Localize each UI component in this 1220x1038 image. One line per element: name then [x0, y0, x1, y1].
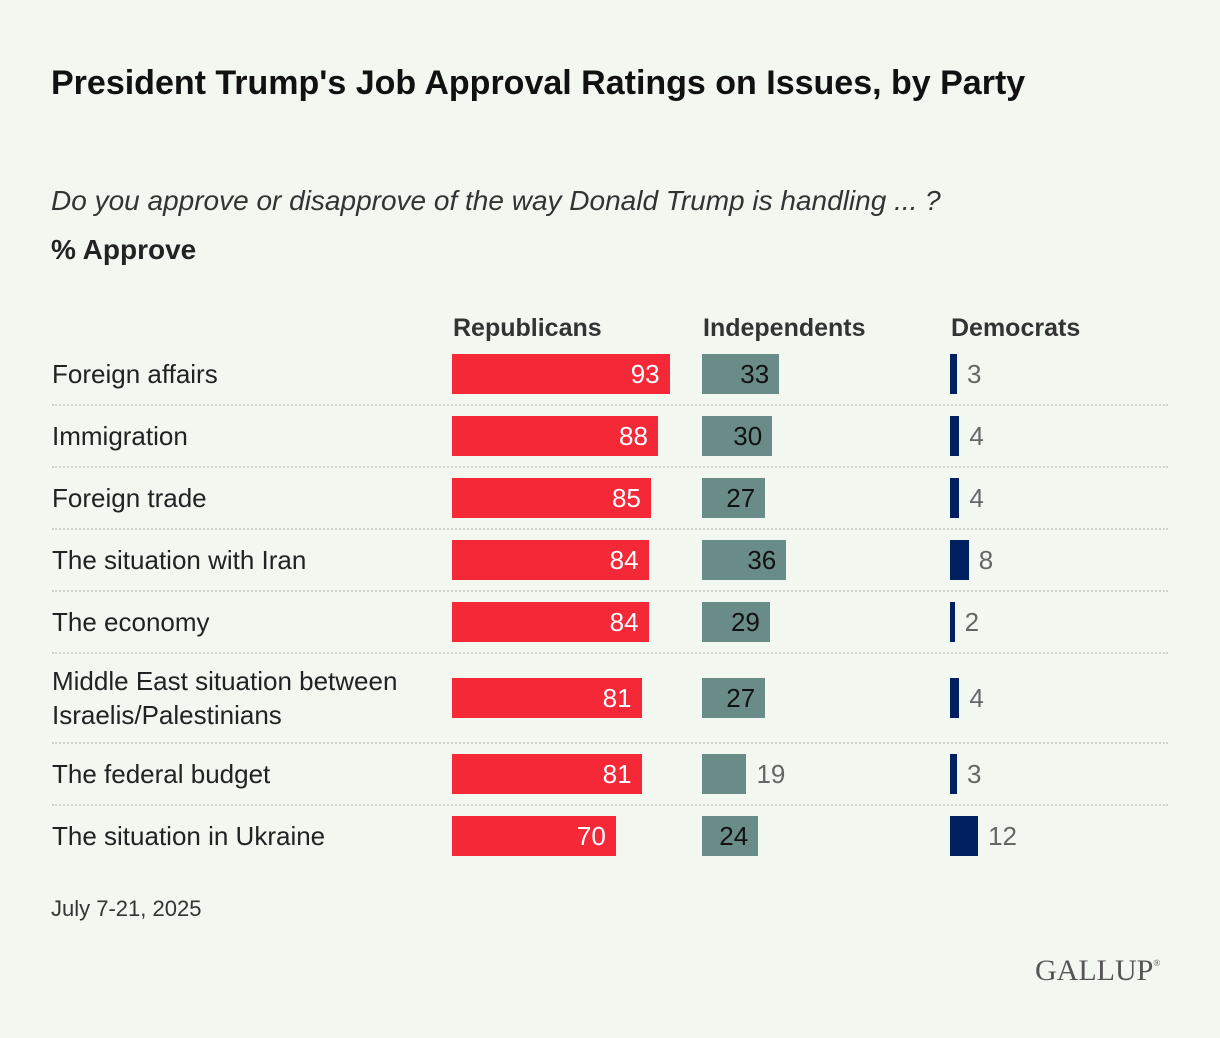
data-label-democrats: 12: [988, 821, 1017, 851]
category-label: The economy: [52, 607, 210, 637]
bar-republicans: [452, 540, 649, 580]
data-label-republicans: 88: [618, 421, 648, 451]
column-header-republicans: Republicans: [453, 314, 602, 342]
bar-republicans: [452, 754, 642, 794]
bar-democrats: [950, 678, 960, 718]
row-divider: [52, 466, 1168, 468]
data-label-republicans: 85: [611, 483, 641, 513]
bar-democrats: [950, 416, 960, 456]
bar-independents: [702, 678, 766, 718]
row-divider: [52, 742, 1168, 744]
bar-democrats: [950, 602, 955, 642]
bar-independents: [702, 540, 787, 580]
bar-republicans: [452, 602, 649, 642]
bar-republicans: [452, 478, 651, 518]
data-label-republicans: 84: [609, 607, 639, 637]
bar-independents: [702, 416, 773, 456]
data-label-independents: 30: [733, 421, 763, 451]
row-divider: [52, 528, 1168, 530]
data-label-democrats: 3: [967, 759, 982, 789]
bar-democrats: [950, 540, 969, 580]
row-divider: [52, 804, 1168, 806]
bar-democrats: [950, 816, 979, 856]
data-label-democrats: 4: [969, 483, 984, 513]
bar-republicans: [452, 354, 670, 394]
data-label-democrats: 3: [967, 359, 982, 389]
category-label: The situation in Ukraine: [52, 821, 326, 851]
data-label-independents: 24: [719, 821, 749, 851]
row-divider: [52, 404, 1168, 406]
data-label-independents: 19: [756, 759, 786, 789]
bar-democrats: [950, 754, 958, 794]
bar-democrats: [950, 354, 958, 394]
data-label-republicans: 84: [609, 545, 639, 575]
date-note: July 7-21, 2025: [51, 896, 202, 921]
category-label: Middle East situation between Israelis/P…: [52, 666, 398, 730]
bar-independents: [702, 354, 780, 394]
bar-independents: [702, 602, 770, 642]
data-label-democrats: 8: [978, 545, 994, 575]
category-label: Foreign affairs: [52, 359, 218, 389]
data-label-republicans: 93: [630, 359, 660, 389]
bar-republicans: [452, 678, 642, 718]
logo-text: GALLUP: [1035, 954, 1154, 987]
bar-republicans: [452, 416, 658, 456]
category-label: Foreign trade: [52, 483, 207, 513]
bar-independents: [702, 754, 747, 794]
data-label-independents: 27: [726, 483, 756, 513]
data-label-republicans: 70: [576, 821, 606, 851]
data-label-democrats: 4: [969, 421, 984, 451]
chart-subtitle: Do you approve or disapprove of the way …: [51, 185, 941, 216]
column-header-democrats: Democrats: [951, 314, 1081, 342]
row-divider: [52, 652, 1168, 654]
data-label-independents: 27: [726, 683, 756, 713]
bar-independents: [702, 816, 759, 856]
data-label-independents: 33: [740, 359, 770, 389]
bar-democrats: [950, 478, 960, 518]
category-label: The federal budget: [52, 759, 271, 789]
data-label-independents: 36: [747, 545, 777, 575]
row-divider: [52, 590, 1168, 592]
data-label-republicans: 81: [602, 683, 632, 713]
chart-title: President Trump's Job Approval Ratings o…: [51, 64, 1026, 102]
bar-republicans: [452, 816, 616, 856]
data-label-democrats: 2: [964, 607, 980, 637]
bar-independents: [702, 478, 766, 518]
unit-label: % Approve: [51, 234, 197, 265]
data-label-democrats: 4: [969, 683, 984, 713]
column-header-independents: Independents: [703, 314, 866, 342]
data-label-republicans: 81: [602, 759, 632, 789]
category-label: The situation with Iran: [52, 545, 307, 575]
gallup-logo: GALLUP®: [1035, 954, 1161, 987]
category-label: Immigration: [52, 421, 188, 451]
data-label-independents: 29: [730, 607, 760, 637]
